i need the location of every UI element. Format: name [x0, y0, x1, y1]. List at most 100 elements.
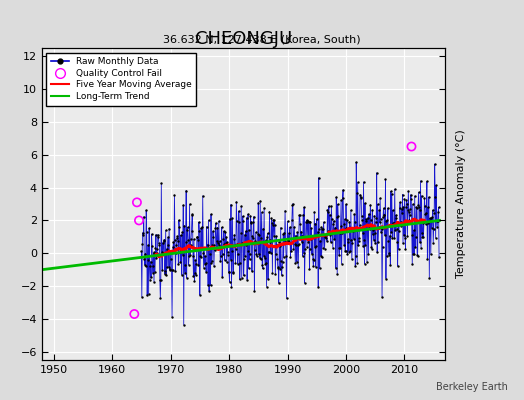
Point	[354, 242, 363, 249]
Point	[308, 251, 316, 257]
Point	[200, 264, 208, 271]
Point	[416, 239, 424, 246]
Point	[247, 220, 255, 226]
Point	[375, 207, 384, 214]
Point	[274, 265, 282, 271]
Point	[287, 240, 295, 246]
Point	[209, 228, 217, 235]
Point	[373, 170, 381, 176]
Point	[340, 242, 348, 248]
Point	[216, 258, 224, 264]
Point	[232, 198, 241, 205]
Point	[166, 267, 174, 274]
Point	[192, 272, 200, 279]
Point	[409, 250, 418, 257]
Point	[172, 250, 180, 256]
Point	[245, 256, 254, 262]
Point	[275, 239, 283, 245]
Point	[356, 192, 364, 198]
Point	[426, 217, 434, 224]
Point	[199, 193, 207, 199]
Point	[307, 236, 315, 242]
Point	[149, 250, 158, 256]
Point	[246, 213, 255, 219]
Point	[419, 220, 427, 226]
Point	[196, 225, 205, 231]
Point	[368, 207, 377, 213]
Point	[250, 288, 258, 294]
Point	[336, 245, 344, 251]
Point	[269, 222, 277, 228]
Point	[339, 187, 347, 193]
Point	[397, 206, 406, 212]
Point	[313, 232, 321, 238]
Point	[265, 249, 273, 256]
Point	[289, 246, 298, 252]
Legend: Raw Monthly Data, Quality Control Fail, Five Year Moving Average, Long-Term Tren: Raw Monthly Data, Quality Control Fail, …	[47, 52, 196, 106]
Point	[238, 240, 246, 246]
Point	[142, 207, 150, 214]
Point	[181, 239, 190, 245]
Point	[261, 260, 269, 267]
Point	[368, 246, 376, 252]
Point	[271, 270, 279, 277]
Point	[378, 294, 386, 300]
Point	[407, 192, 415, 198]
Point	[387, 229, 396, 235]
Point	[431, 194, 439, 200]
Point	[346, 248, 355, 254]
Point	[286, 254, 294, 260]
Point	[161, 268, 169, 274]
Point	[194, 219, 203, 226]
Point	[296, 212, 304, 218]
Point	[432, 218, 441, 224]
Point	[309, 263, 318, 270]
Point	[324, 209, 333, 215]
Point	[288, 216, 296, 223]
Point	[271, 251, 280, 257]
Point	[213, 238, 221, 245]
Point	[221, 229, 230, 236]
Point	[179, 252, 187, 258]
Point	[248, 233, 257, 240]
Point	[429, 207, 437, 213]
Point	[324, 227, 332, 234]
Point	[382, 218, 390, 224]
Point	[420, 218, 428, 225]
Point	[316, 238, 324, 244]
Point	[146, 276, 154, 283]
Point	[396, 199, 405, 205]
Point	[182, 274, 191, 281]
Point	[408, 261, 417, 268]
Point	[250, 213, 258, 220]
Point	[266, 239, 275, 246]
Point	[341, 248, 350, 254]
Point	[305, 246, 314, 252]
Point	[359, 243, 367, 249]
Point	[344, 239, 353, 245]
Point	[280, 239, 289, 245]
Point	[323, 207, 332, 213]
Point	[328, 228, 336, 235]
Y-axis label: Temperature Anomaly (°C): Temperature Anomaly (°C)	[456, 130, 466, 278]
Point	[323, 238, 331, 244]
Point	[373, 249, 381, 256]
Point	[223, 239, 231, 245]
Point	[145, 291, 153, 298]
Point	[156, 295, 165, 302]
Point	[225, 279, 234, 285]
Point	[383, 217, 391, 223]
Point	[410, 250, 418, 257]
Point	[201, 260, 210, 266]
Point	[187, 228, 195, 234]
Point	[165, 226, 173, 232]
Point	[224, 269, 233, 275]
Point	[423, 256, 432, 262]
Point	[138, 230, 147, 236]
Point	[227, 284, 236, 290]
Point	[304, 218, 312, 224]
Point	[318, 254, 326, 260]
Point	[234, 260, 242, 267]
Point	[215, 238, 224, 245]
Point	[397, 223, 405, 230]
